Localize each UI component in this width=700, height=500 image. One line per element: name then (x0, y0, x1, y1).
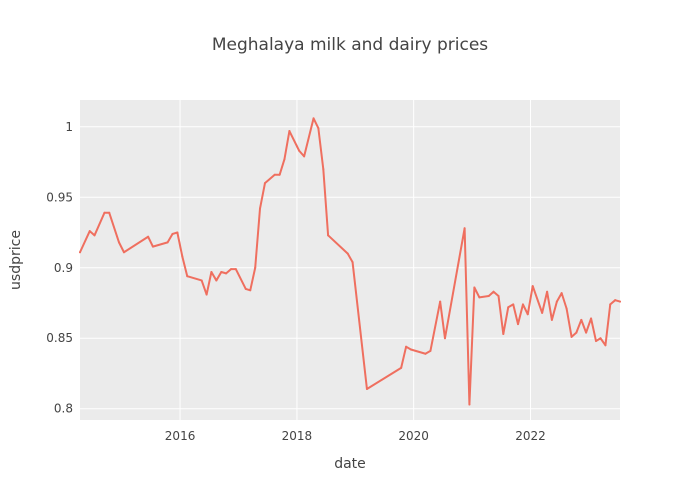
data-point (575, 331, 578, 334)
data-point (210, 270, 213, 273)
tick-labels: 2016 2018 2020 2022 0.8 0.85 0.9 0.95 1 (46, 120, 545, 443)
data-point (118, 241, 121, 244)
data-point (405, 345, 408, 348)
y-tick-label: 0.8 (54, 402, 73, 416)
data-point (546, 290, 549, 293)
y-tick-label: 1 (65, 120, 73, 134)
data-point (273, 173, 276, 176)
x-axis-title: date (334, 456, 366, 472)
data-point (205, 293, 208, 296)
data-point (550, 318, 553, 321)
x-tick-label: 2016 (165, 429, 196, 443)
data-point (517, 323, 520, 326)
x-tick-label: 2018 (282, 429, 313, 443)
data-point (570, 335, 573, 338)
grid-lines (80, 100, 620, 420)
data-point (439, 300, 442, 303)
data-point (263, 182, 266, 185)
y-tick-label: 0.9 (54, 261, 73, 275)
data-point (225, 272, 228, 275)
data-point (278, 173, 281, 176)
y-tick-label: 0.85 (46, 331, 73, 345)
data-point (220, 270, 223, 273)
series-line (79, 117, 621, 406)
data-point (322, 168, 325, 171)
data-point (492, 290, 495, 293)
data-point (599, 337, 602, 340)
data-point (147, 235, 150, 238)
data-point (400, 366, 403, 369)
data-point (580, 318, 583, 321)
data-point (365, 387, 368, 390)
x-tick-label: 2022 (515, 429, 546, 443)
data-point (88, 230, 91, 233)
data-point (288, 130, 291, 133)
data-point (604, 344, 607, 347)
data-point (346, 252, 349, 255)
data-point (463, 227, 466, 230)
y-tick-label: 0.95 (46, 190, 73, 204)
data-point (181, 255, 184, 258)
data-point (565, 307, 568, 310)
data-point (259, 207, 261, 210)
data-point (93, 234, 96, 237)
data-point (176, 231, 179, 234)
data-point (585, 331, 588, 334)
data-point (619, 300, 621, 303)
data-point (230, 268, 233, 271)
data-point (351, 261, 354, 264)
data-point (526, 313, 529, 316)
data-point (108, 211, 111, 214)
data-point (473, 286, 476, 289)
data-point (122, 251, 125, 254)
data-point (541, 311, 544, 314)
data-point (478, 296, 481, 299)
data-point (443, 337, 446, 340)
data-point (468, 403, 471, 406)
data-point (249, 289, 252, 292)
data-point (312, 117, 315, 120)
data-point (487, 294, 490, 297)
data-point (79, 251, 81, 254)
data-point (200, 279, 203, 282)
data-point (512, 303, 515, 306)
data-point (234, 268, 237, 271)
data-point (429, 349, 432, 352)
data-points (79, 117, 621, 406)
data-point (424, 352, 427, 355)
y-axis-title: usdprice (8, 230, 24, 290)
plot-area (80, 100, 620, 420)
data-point (560, 292, 563, 295)
data-point (507, 306, 510, 309)
data-point (303, 155, 306, 158)
data-point (590, 317, 593, 320)
data-point (171, 232, 174, 235)
data-point (409, 348, 412, 351)
data-point (254, 266, 257, 269)
data-point (317, 127, 320, 130)
data-point (103, 211, 106, 214)
data-point (327, 234, 330, 237)
data-point (595, 340, 598, 343)
x-tick-label: 2020 (398, 429, 429, 443)
data-point (502, 333, 505, 336)
data-point (298, 149, 301, 152)
data-point (609, 303, 612, 306)
chart-title: Meghalaya milk and dairy prices (212, 35, 488, 55)
data-point (186, 275, 189, 278)
data-point (497, 294, 500, 297)
data-point (555, 300, 558, 303)
data-point (283, 158, 286, 161)
data-point (614, 299, 617, 302)
data-point (531, 285, 534, 288)
data-point (215, 279, 218, 282)
data-point (166, 241, 169, 244)
data-point (521, 303, 524, 306)
data-point (151, 245, 154, 248)
data-point (244, 287, 247, 290)
